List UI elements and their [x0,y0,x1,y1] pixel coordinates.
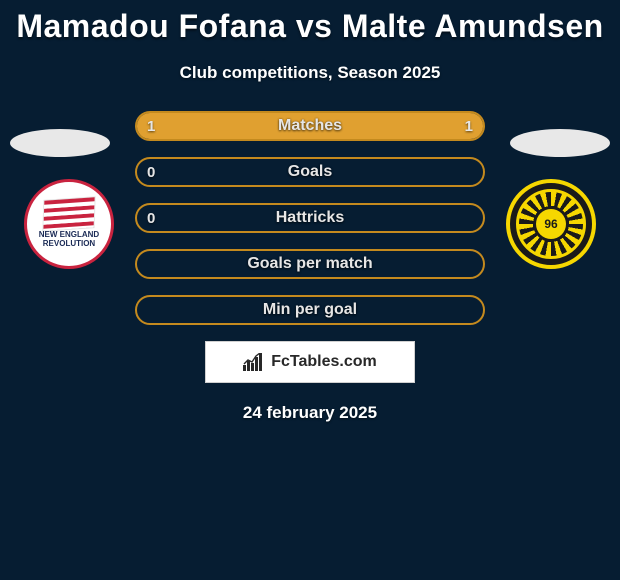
chart-bars-icon [243,353,265,371]
comparison-body: NEW ENGLAND REVOLUTION 96 Matches1 1 Goals… [0,111,620,423]
stat-bar-value-right: 1 [455,113,483,139]
stat-bar-value-left: 0 [137,205,165,231]
right-club-logo: 96 [506,179,596,269]
watermark-text: FcTables.com [271,353,377,371]
stat-bar-value-left: 0 [137,159,165,185]
right-club-logo-ring: 96 [516,189,586,259]
stat-bar-label: Goals [137,159,483,185]
stat-bar: Hattricks0 [135,203,485,233]
stat-bar: Min per goal [135,295,485,325]
left-club-logo: NEW ENGLAND REVOLUTION [24,179,114,269]
flag-icon [43,197,94,230]
date-label: 24 february 2025 [0,403,620,423]
left-club-name: NEW ENGLAND REVOLUTION [27,231,111,249]
stat-bar-label: Goals per match [137,251,483,277]
stat-bar-label: Min per goal [137,297,483,323]
subtitle: Club competitions, Season 2025 [0,63,620,83]
right-country-flag-oval [510,129,610,157]
page-title: Mamadou Fofana vs Malte Amundsen [0,0,620,45]
stat-bar: Matches1 1 [135,111,485,141]
left-club-logo-inner: NEW ENGLAND REVOLUTION [27,199,111,249]
stat-bar-value-left: 1 [137,113,165,139]
stat-bars: Matches11Goals0Hattricks0Goals per match… [135,111,485,325]
stat-bar: Goals per match [135,249,485,279]
stat-bar-label: Matches [137,113,483,139]
left-country-flag-oval [10,129,110,157]
stat-bar-label: Hattricks [137,205,483,231]
right-club-logo-center: 96 [536,209,566,239]
stat-bar: Goals0 [135,157,485,187]
watermark: FcTables.com [205,341,415,383]
